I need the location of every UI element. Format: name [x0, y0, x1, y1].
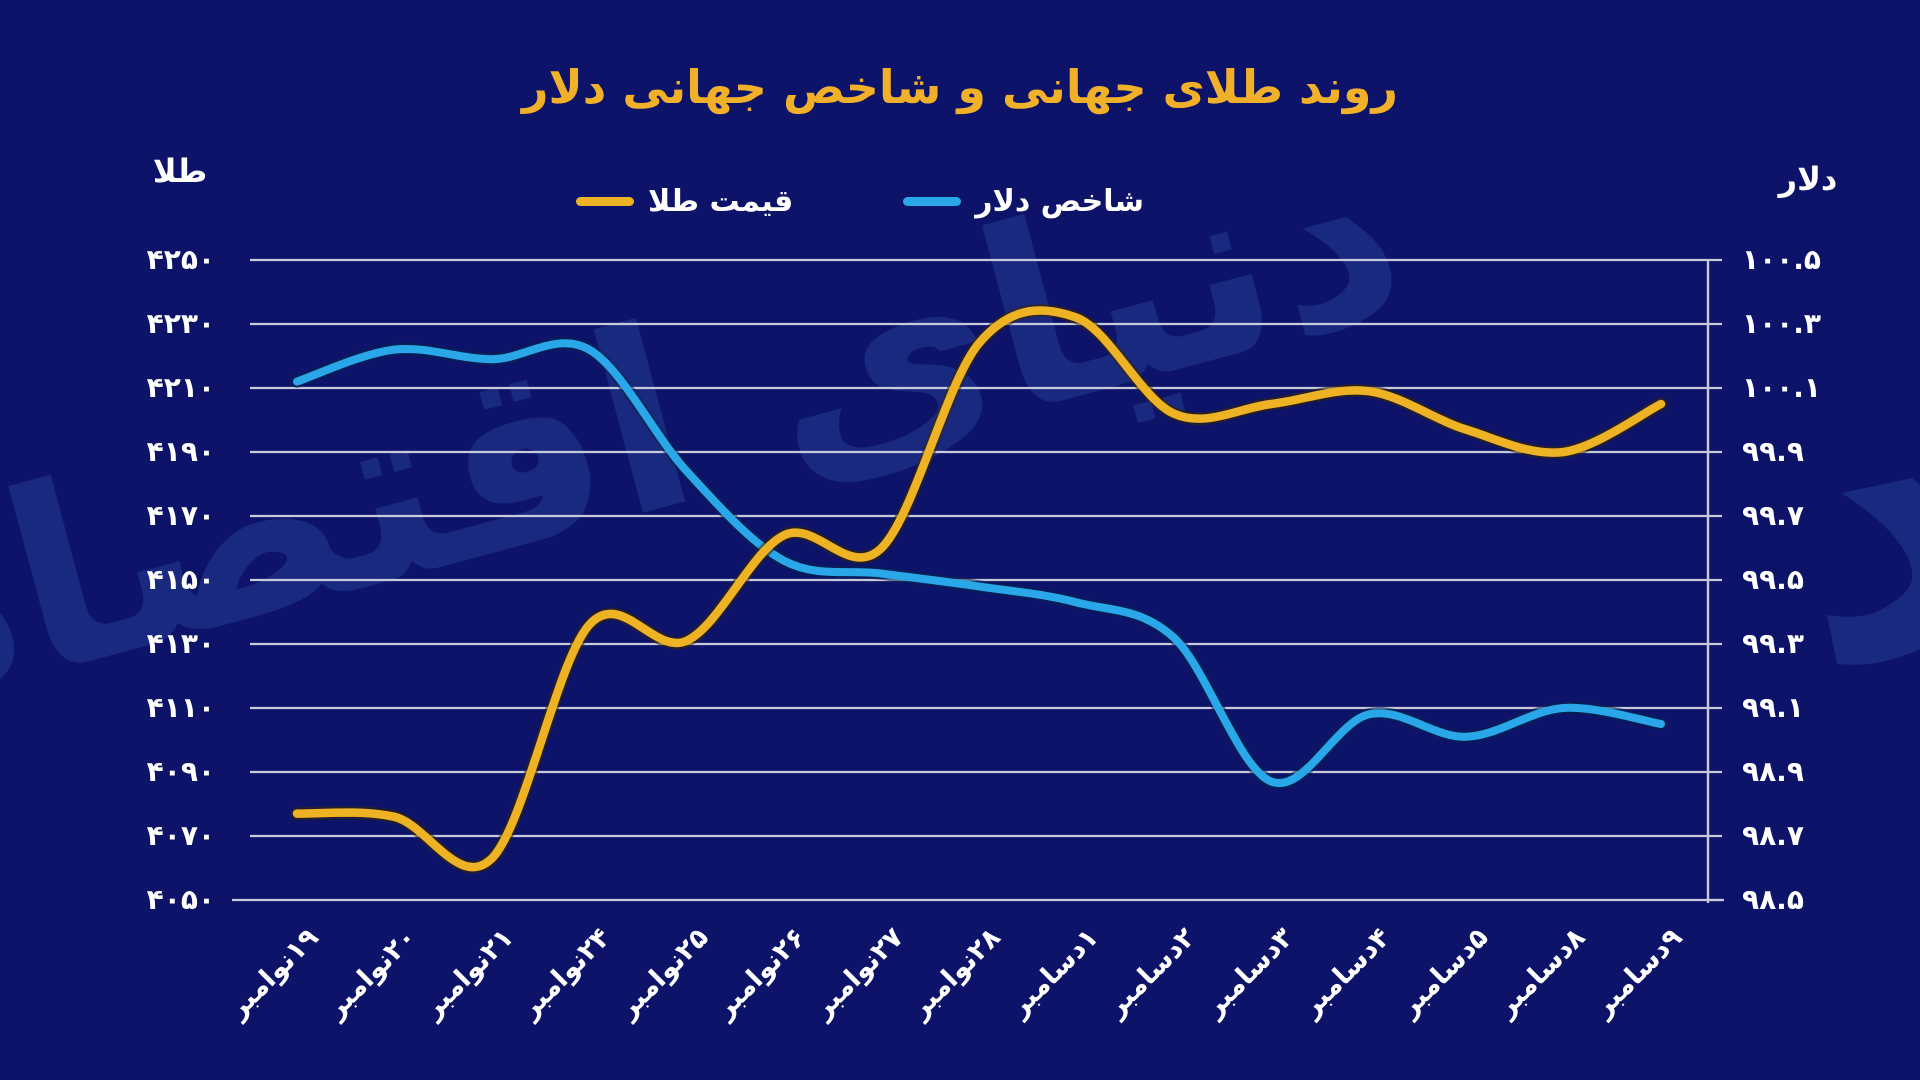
chart-title: روند طلای جهانی و شاخص جهانی دلار: [522, 60, 1398, 114]
legend-label-gold: قیمت طلا: [647, 184, 794, 219]
dollar-index-line: [293, 339, 1665, 788]
right-axis-tick-label: ۹۹.۳: [1742, 627, 1804, 660]
legend-label-dollar: شاخص دلار: [975, 184, 1144, 219]
right-axis-tick-label: ۱۰۰.۵: [1742, 243, 1821, 276]
gold-line-swatch: [575, 197, 634, 206]
gold-price-line: [292, 306, 1666, 872]
right-axis-title: دلار: [1778, 160, 1838, 198]
right-axis-tick-label: ۹۸.۹: [1742, 755, 1804, 788]
right-axis-tick-label: ۹۹.۵: [1742, 563, 1804, 596]
dollar-index-line-shadow: [290, 337, 1668, 790]
left-axis-tick-label: ۴۲۱۰: [146, 371, 215, 404]
left-axis-tick-label: ۴۱۱۰: [146, 691, 215, 724]
left-axis-tick-label: ۴۲۵۰: [146, 243, 215, 276]
right-axis-tick-label: ۹۹.۹: [1742, 435, 1804, 468]
right-axis-tick-label: ۱۰۰.۳: [1742, 307, 1821, 340]
left-axis-title: طلا: [152, 152, 208, 190]
right-axis-tick-label: ۹۹.۷: [1742, 499, 1804, 532]
legend-item-gold: قیمت طلا: [575, 184, 794, 219]
left-axis-tick-label: ۴۱۵۰: [146, 563, 215, 596]
left-axis-tick-label: ۴۱۹۰: [146, 435, 215, 468]
right-axis-tick-label: ۹۸.۵: [1742, 883, 1804, 916]
right-axis-tick-label: ۹۸.۷: [1742, 819, 1804, 852]
dollar-line-swatch: [903, 197, 962, 206]
legend-item-dollar: شاخص دلار: [903, 184, 1144, 219]
left-axis-tick-label: ۴۰۹۰: [146, 755, 215, 788]
right-axis-tick-label: ۹۹.۱: [1742, 691, 1804, 724]
left-axis-tick-label: ۴۲۳۰: [146, 307, 215, 340]
left-axis-tick-label: ۴۰۷۰: [146, 819, 215, 852]
left-axis-tick-label: ۴۱۷۰: [146, 499, 215, 532]
left-axis-tick-label: ۴۰۵۰: [146, 883, 215, 916]
right-axis-tick-label: ۱۰۰.۱: [1742, 371, 1821, 404]
legend: قیمت طلا شاخص دلار: [0, 184, 1720, 219]
left-axis-tick-label: ۴۱۳۰: [146, 627, 215, 660]
